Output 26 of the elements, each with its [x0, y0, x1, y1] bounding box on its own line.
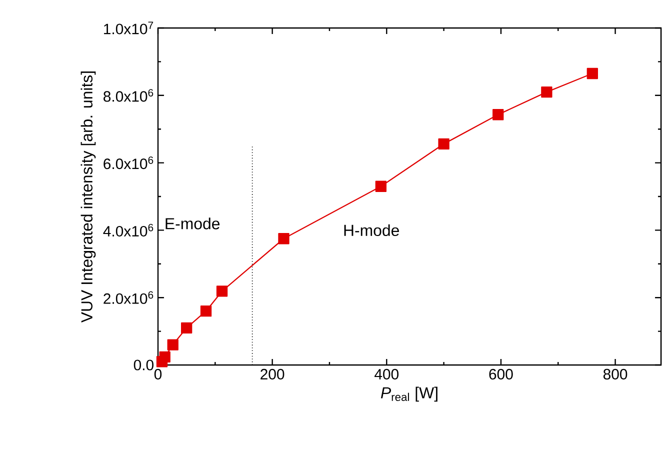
- annotation: E-mode: [166, 218, 220, 230]
- x-axis-title: P$_{real}$ [W]: [380, 386, 438, 402]
- x-tick-label: 600: [489, 368, 513, 380]
- annotation: H-mode: [344, 224, 399, 236]
- x-tick-label: 400: [374, 368, 399, 380]
- point: [541, 86, 552, 98]
- point: [200, 306, 212, 317]
- point: [159, 351, 170, 362]
- point: [216, 286, 228, 297]
- point: [492, 109, 504, 120]
- point: [181, 322, 192, 334]
- y-tick-label: 1.0x10$^{7}$: [104, 22, 154, 34]
- point: [375, 180, 386, 192]
- y-tick-label: 6.0x10$^{6}$: [104, 156, 154, 170]
- y-tick-label: 0.0: [134, 360, 154, 370]
- point: [278, 233, 290, 244]
- y-axis-title: VUV Integrated intensity [arb. units]: [80, 72, 96, 323]
- y-tick-label: 4.0x10$^{6}$: [103, 224, 154, 237]
- x-tick-label: 0: [154, 368, 162, 380]
- point: [586, 68, 598, 80]
- x-tick-label: 200: [260, 368, 284, 380]
- y-tick-label: 2.0x10$^{6}$: [104, 291, 154, 304]
- y-tick-label: 8.0x10$^{6}$: [104, 89, 154, 102]
- point: [167, 339, 178, 350]
- point: [438, 138, 450, 150]
- x-tick-label: 800: [603, 368, 628, 380]
